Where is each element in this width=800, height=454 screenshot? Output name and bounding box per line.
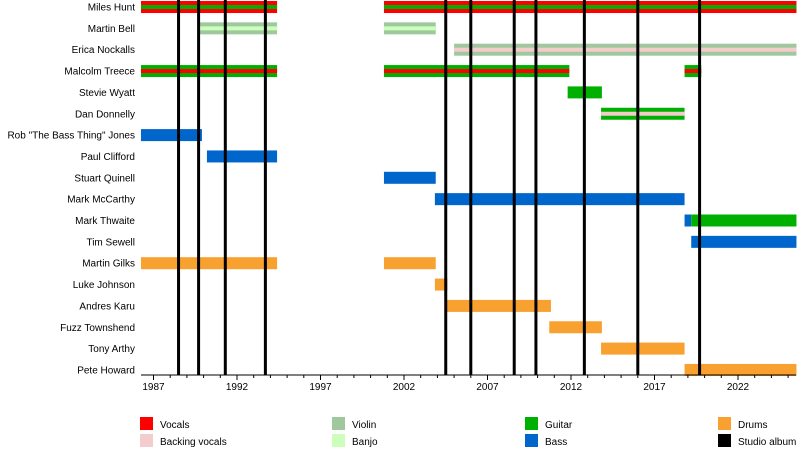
member-label: Rob "The Bass Thing" Jones	[7, 131, 135, 142]
member-label: Martin Gilks	[82, 259, 135, 270]
member-label: Tim Sewell	[86, 237, 135, 248]
tick-label: 1997	[309, 382, 332, 393]
bar-bass	[140, 129, 202, 142]
legend-swatch	[140, 434, 153, 447]
tick-label: 1992	[226, 382, 249, 393]
bar-drums	[140, 257, 278, 270]
legend-swatch	[525, 417, 538, 430]
member-label: Tony Arthy	[88, 344, 135, 355]
bar-inner-banjo	[198, 26, 278, 31]
member-label: Miles Hunt	[88, 3, 135, 14]
member-label: Pete Howard	[77, 365, 135, 376]
legend-swatch	[718, 417, 731, 430]
member-label: Paul Clifford	[81, 152, 135, 163]
bar-inner-vocals	[383, 69, 570, 74]
bar-bass	[383, 171, 436, 184]
tick-label: 2012	[560, 382, 583, 393]
legend-label: Violin	[352, 420, 376, 431]
bar-drums	[601, 342, 685, 355]
bar-guitar	[691, 214, 797, 227]
member-label: Mark McCarthy	[67, 195, 135, 206]
member-label: Fuzz Townshend	[60, 323, 135, 334]
bar-inner-banjo	[383, 26, 436, 31]
legend-label: Banjo	[352, 437, 378, 448]
legend-label: Vocals	[160, 420, 189, 431]
tick-label: 2022	[727, 382, 750, 393]
legend-swatch	[332, 417, 345, 430]
bar-bass	[691, 235, 797, 248]
member-label: Erica Nockalls	[72, 45, 135, 56]
legend-label: Drums	[738, 420, 767, 431]
bar-inner-guitar	[140, 5, 278, 9]
bar-inner-vocals	[684, 69, 702, 74]
member-label: Stevie Wyatt	[79, 88, 135, 99]
tick-label: 1987	[142, 382, 165, 393]
member-label: Stuart Quinell	[74, 173, 135, 184]
bar-inner-backing-vocals	[601, 111, 685, 116]
member-label: Luke Johnson	[73, 280, 135, 291]
legend-swatch	[140, 417, 153, 430]
legend-label: Guitar	[545, 420, 573, 431]
tick-label: 2007	[476, 382, 499, 393]
bar-bass	[684, 214, 692, 227]
tick-label: 2002	[393, 382, 416, 393]
member-label: Martin Bell	[88, 24, 135, 35]
bar-bass	[434, 193, 685, 206]
bar-drums	[549, 321, 602, 334]
legend-swatch	[332, 434, 345, 447]
member-label: Malcolm Treece	[64, 67, 135, 78]
bar-drums	[383, 257, 436, 270]
bar-drums	[684, 363, 797, 376]
legend-label: Studio album	[738, 437, 796, 448]
legend-label: Bass	[545, 437, 567, 448]
member-label: Mark Thwaite	[75, 216, 135, 227]
tick-label: 2017	[643, 382, 666, 393]
legend-swatch	[718, 434, 731, 447]
legend-label: Backing vocals	[160, 437, 227, 448]
legend-swatch	[525, 434, 538, 447]
bar-inner-backing-vocals	[454, 47, 797, 52]
member-label: Dan Donnelly	[75, 109, 135, 120]
bar-inner-guitar	[383, 5, 797, 9]
bar-inner-vocals	[140, 69, 278, 74]
member-label: Andres Karu	[79, 301, 135, 312]
